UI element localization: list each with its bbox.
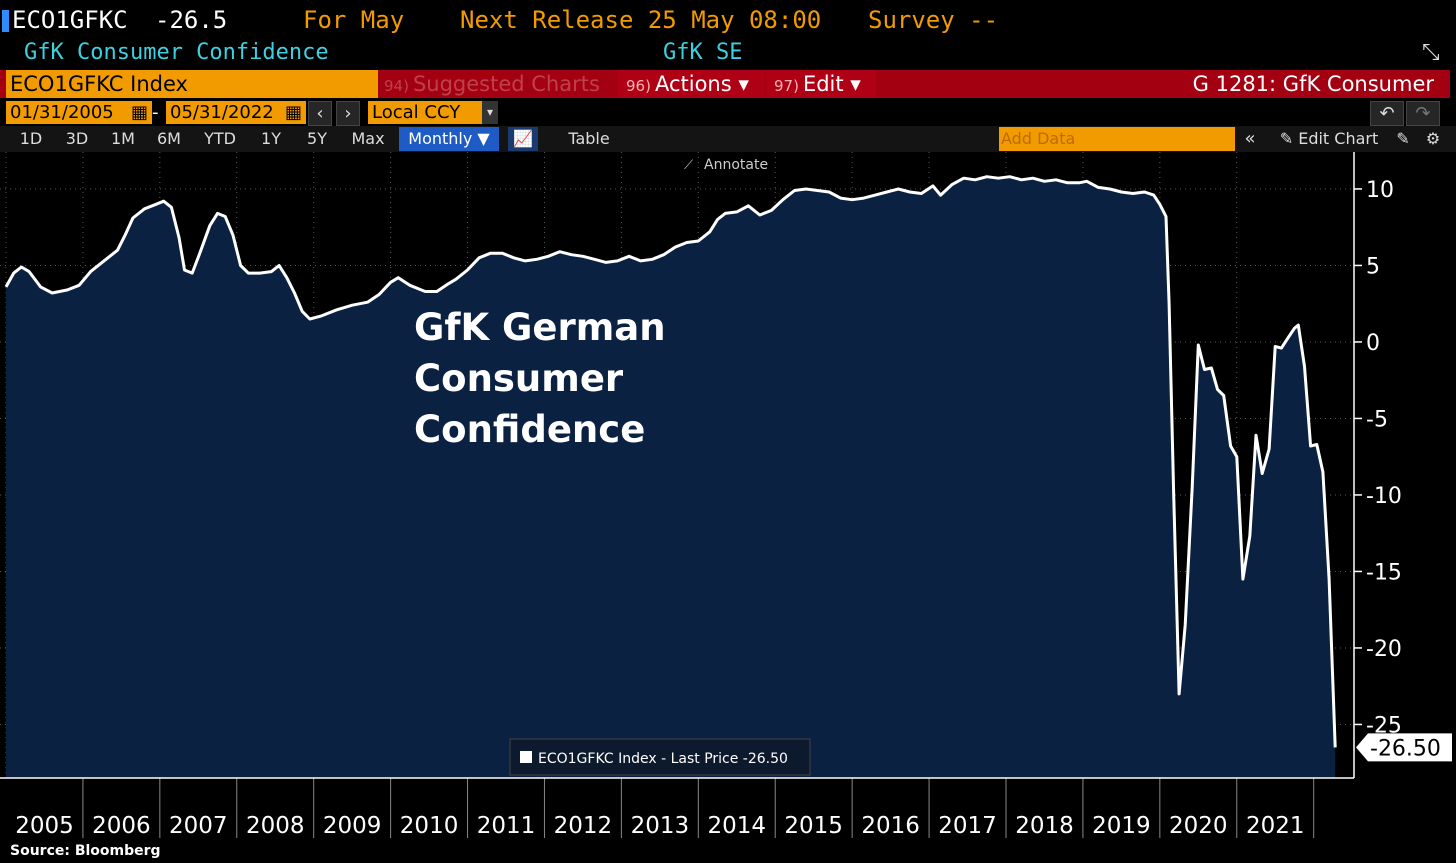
actions-num: 96) (626, 77, 651, 95)
currency-select[interactable]: Local CCY ▾ (368, 101, 498, 124)
header-name: GfK Consumer Confidence (24, 40, 329, 65)
end-date-value: 05/31/2022 (170, 102, 274, 123)
x-tick-label: 2007 (169, 813, 228, 839)
y-tick-label: -20 (1366, 637, 1402, 662)
x-tick-label: 2014 (707, 813, 766, 839)
header-period: For May (303, 6, 405, 34)
x-tick-label: 2017 (938, 813, 997, 839)
frequency-select[interactable]: Monthly ▼ (399, 127, 499, 151)
calendar-icon[interactable]: ▦ (130, 102, 148, 123)
annotate-label: Annotate (704, 157, 768, 173)
legend-swatch (520, 751, 532, 763)
annotate-icon: ⟋ (684, 158, 694, 173)
period-bar: 1D 3D 1M 6M YTD 1Y 5Y Max Monthly ▼ 📈 Ta… (0, 126, 1456, 152)
period-max[interactable]: Max (351, 129, 385, 148)
suggested-charts-num: 94) (384, 77, 409, 95)
actions-button[interactable]: 96) Actions ▾ (618, 70, 764, 98)
date-separator: - (152, 102, 159, 123)
calendar-icon[interactable]: ▦ (284, 102, 302, 123)
edit-icon[interactable]: ✎ (1396, 129, 1410, 148)
security-field[interactable]: ECO1GFKC Index (6, 70, 378, 98)
chart-title-line-3: Confidence (414, 408, 645, 451)
x-tick-label: 2016 (861, 813, 920, 839)
pencil-icon: ✎ (1279, 129, 1294, 148)
window-resize-icon[interactable]: ⤡ (1422, 40, 1440, 65)
last-price-tag-label: -26.50 (1370, 736, 1441, 761)
gear-icon[interactable]: ⚙ (1425, 129, 1441, 148)
add-data-input[interactable]: Add Data (999, 127, 1235, 151)
chart-title-line-1: GfK German (414, 306, 666, 349)
period-5y[interactable]: 5Y (307, 129, 327, 148)
line-chart-icon[interactable]: 📈 (508, 127, 538, 151)
annotate-button[interactable]: ⟋ Annotate (684, 157, 768, 173)
x-tick-label: 2012 (554, 813, 613, 839)
header-ticker: ECO1GFKC (12, 6, 128, 34)
edit-chart-label: Edit Chart (1298, 129, 1379, 148)
chart-title-line-2: Consumer (414, 357, 624, 400)
period-3d[interactable]: 3D (65, 129, 89, 148)
series-area (6, 176, 1336, 778)
x-axis: 2005 2006 2007 2008 2009 2010 2011 2012 2013 2014… (0, 777, 1354, 839)
period-1m[interactable]: 1M (111, 129, 135, 148)
period-6m[interactable]: 6M (157, 129, 181, 148)
chart-toolbar: ECO1GFKC Index 94) Suggested Charts 96) Ac… (0, 70, 1450, 98)
collapse-icon[interactable]: « (1244, 128, 1256, 149)
start-date-value: 01/31/2005 (10, 102, 114, 123)
end-date-input[interactable]: 05/31/2022 ▦ (166, 101, 306, 124)
legend[interactable]: ECO1GFKC Index - Last Price -26.50 (509, 738, 811, 776)
x-tick-label: 2021 (1246, 813, 1305, 839)
x-tick-label: 2009 (323, 813, 382, 839)
period-1d[interactable]: 1D (19, 129, 43, 148)
edit-button[interactable]: 97) Edit ▾ (766, 70, 876, 98)
x-tick-label: 2015 (784, 813, 843, 839)
security-header: ECO1GFKC -26.5 For May Next Release 25 M… (0, 6, 1456, 38)
header-survey: Survey -- (868, 6, 999, 34)
x-tick-label: 2020 (1169, 813, 1228, 839)
suggested-charts-label: Suggested Charts (412, 72, 600, 96)
source-note: Source: Bloomberg (10, 843, 161, 859)
x-tick-label: 2018 (1015, 813, 1074, 839)
edit-num: 97) (774, 77, 799, 95)
edit-label: Edit ▾ (802, 72, 861, 96)
ticker-marker (2, 10, 9, 32)
x-tick-label: 2006 (92, 813, 151, 839)
x-tick-label: 2008 (246, 813, 305, 839)
undo-button[interactable]: ↶ (1370, 101, 1404, 126)
legend-label: ECO1GFKC Index - Last Price -26.50 (538, 751, 788, 767)
x-tick-label: 2005 (15, 813, 74, 839)
next-range-button[interactable]: › (336, 101, 360, 126)
y-tick-label: -10 (1366, 484, 1402, 509)
x-tick-label: 2010 (400, 813, 459, 839)
period-ytd[interactable]: YTD (204, 129, 236, 148)
y-tick-label: -5 (1366, 407, 1388, 432)
period-1y[interactable]: 1Y (261, 129, 281, 148)
edit-chart-button[interactable]: ✎ Edit Chart (1270, 127, 1388, 151)
x-tick-label: 2011 (477, 813, 536, 839)
suggested-charts-button[interactable]: 94) Suggested Charts (378, 70, 616, 98)
y-tick-label: 5 (1366, 254, 1380, 279)
y-tick-label: 10 (1366, 178, 1394, 203)
header-source-org: GfK SE (663, 40, 743, 65)
header-next-release: Next Release 25 May 08:00 (460, 6, 822, 34)
series-line (4, 175, 1337, 748)
start-date-input[interactable]: 01/31/2005 ▦ (6, 101, 152, 124)
currency-value: Local CCY (372, 102, 461, 123)
chevron-down-icon: ▾ (482, 101, 498, 124)
y-tick-label: 0 (1366, 331, 1380, 356)
y-tick-label: -15 (1366, 560, 1402, 585)
prev-range-button[interactable]: ‹ (308, 101, 332, 126)
x-tick-label: 2019 (1092, 813, 1151, 839)
table-button[interactable]: Table (568, 129, 610, 148)
last-price-tag: -26.50 (1356, 733, 1452, 762)
header-last-value: -26.5 (155, 6, 228, 34)
actions-label: Actions ▾ (654, 72, 749, 96)
x-tick-label: 2013 (631, 813, 690, 839)
chart-title-field: G 1281: GfK Consumer (1192, 72, 1434, 96)
redo-button[interactable]: ↷ (1406, 101, 1440, 126)
date-range-bar: 01/31/2005 ▦ - 05/31/2022 ▦ ‹ › Local CCY ▾… (0, 101, 1456, 126)
security-subheader: GfK Consumer Confidence GfK SE ⤡ (0, 40, 1456, 66)
